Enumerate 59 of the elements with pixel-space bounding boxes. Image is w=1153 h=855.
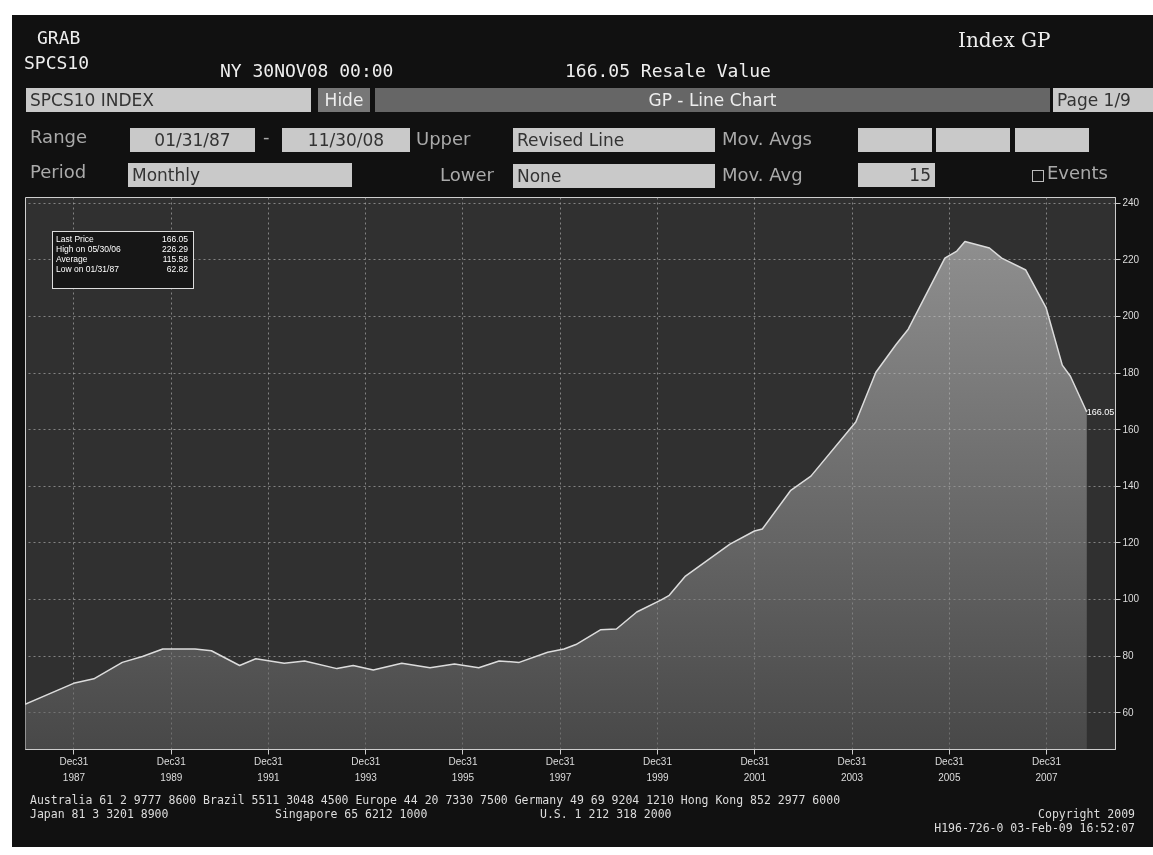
x-tick-label: Dec31 1999 [643,755,673,783]
text: Page 1/9 [1053,88,1153,112]
text: Upper [416,128,471,149]
y-tick-label: 200 [1122,310,1140,322]
x-tick-label: Dec31 2007 [1032,755,1062,783]
annotation: Last Price [56,234,94,244]
text: Events [1047,162,1108,183]
y-tick-label: 240 [1122,197,1140,209]
text: Revised Line [513,128,715,152]
text: SPCS10 [24,52,90,73]
text: - [263,126,270,147]
y-tick-label: 140 [1122,480,1140,492]
y-tick-label: 220 [1122,253,1140,265]
text: Period [30,161,87,182]
y-tick-label: 180 [1122,367,1140,379]
text: Japan 81 3 3201 8900 [30,807,169,821]
text: Monthly [128,163,352,187]
annotation: High on 05/30/06 [56,244,121,254]
y-tick-label: 60 [1122,706,1135,718]
y-tick-label: 80 [1122,650,1135,662]
x-tick-label: Dec31 1995 [448,755,478,783]
annotation: Low on 01/31/87 [56,264,119,274]
x-tick-label: Dec31 2003 [837,755,867,783]
text: H196-726-0 03-Feb-09 16:52:07 [934,821,1135,835]
text: Index GP [958,28,1051,52]
annotation: 115.58 [161,254,188,264]
text: 15 [858,163,935,187]
text: U.S. 1 212 318 2000 [540,807,672,821]
x-tick-label: Dec31 1997 [545,755,576,783]
y-tick-label: 160 [1122,423,1140,435]
text: 11/30/08 [282,128,410,152]
x-tick-label: Dec31 2005 [934,755,965,783]
y-tick-label: 100 [1122,593,1140,605]
text: GP - Line Chart [375,88,1050,112]
text: Hide [318,88,370,112]
text: Singapore 65 6212 1000 [275,807,428,821]
y-tick-label: 120 [1122,536,1140,548]
annotation: 166.05 [1086,407,1115,417]
text: None [513,164,715,188]
text: GRAB [37,27,81,48]
text: Australia 61 2 9777 8600 Brazil 5511 3048 4500 Europe 44 20 7330 7500 Germany 49 69 9204 1210 Hong Kong 852 2977 6000 [30,793,841,807]
text: 166.05 Resale Value [565,60,771,81]
text: NY 30NOV08 00:00 [220,60,394,81]
text: 01/31/87 [130,128,255,152]
x-tick-label: Dec31 1989 [156,755,187,783]
annotation: 166.05 [161,234,188,244]
text: SPCS10 INDEX [26,88,311,112]
x-tick-label: Dec31 2001 [740,755,770,783]
annotation: Average [56,254,88,264]
text: Range [30,126,88,147]
text: Lower [440,164,494,185]
annotation: 62.82 [165,264,188,274]
text: Mov. Avgs [722,128,812,149]
annotation: 226.29 [161,244,188,254]
x-tick-label: Dec31 1987 [59,755,89,783]
text: Copyright 2009 [1038,807,1135,821]
x-tick-label: Dec31 1993 [351,755,381,783]
text: Mov. Avg [722,164,803,185]
x-tick-label: Dec31 1991 [254,755,284,783]
